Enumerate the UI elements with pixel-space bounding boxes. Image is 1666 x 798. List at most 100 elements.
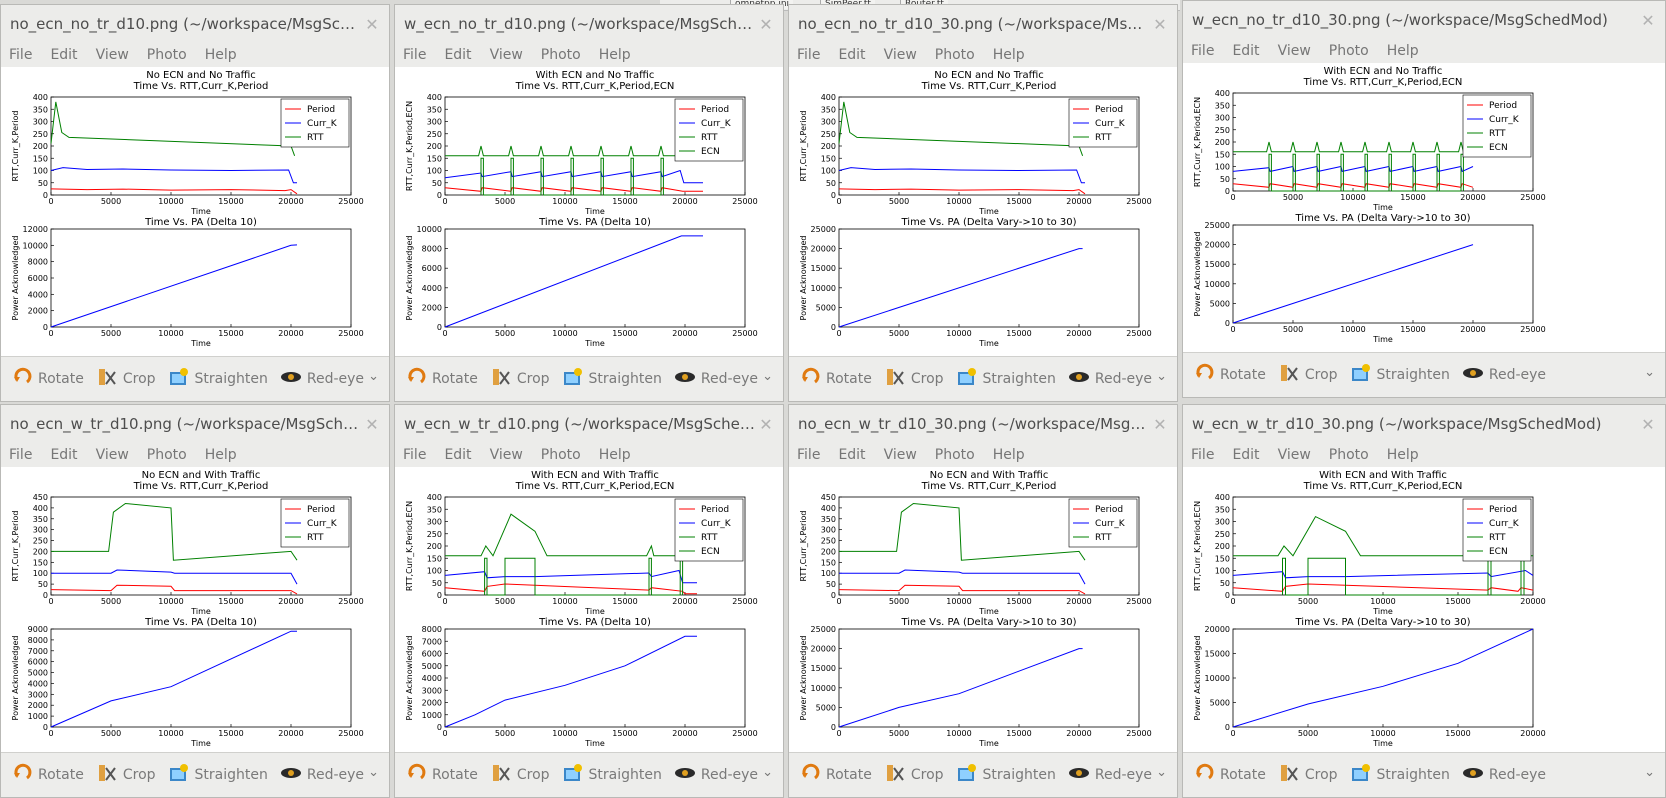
- rotate-button[interactable]: Rotate: [405, 762, 478, 788]
- close-icon[interactable]: ✕: [759, 14, 773, 34]
- menu-file[interactable]: File: [1191, 447, 1215, 463]
- straighten-button[interactable]: Straighten: [956, 762, 1056, 788]
- menu-help[interactable]: Help: [598, 47, 631, 63]
- window-titlebar[interactable]: w_ecn_no_tr_d10.png (~/workspace/MsgSche…: [395, 5, 783, 43]
- red-eye-button[interactable]: Red-eye: [1462, 762, 1546, 788]
- rotate-button[interactable]: Rotate: [1193, 762, 1266, 788]
- straighten-button[interactable]: Straighten: [956, 366, 1056, 392]
- menu-photo[interactable]: Photo: [934, 447, 975, 463]
- crop-button[interactable]: Crop: [1278, 362, 1338, 388]
- menu-file[interactable]: File: [403, 447, 427, 463]
- image-viewer-window[interactable]: w_ecn_w_tr_d10_30.png (~/workspace/MsgSc…: [1182, 404, 1666, 798]
- window-titlebar[interactable]: w_ecn_w_tr_d10_30.png (~/workspace/MsgSc…: [1183, 405, 1665, 443]
- red-eye-button[interactable]: Red-eye: [280, 762, 364, 788]
- red-eye-button[interactable]: Red-eye: [674, 366, 758, 392]
- close-icon[interactable]: ✕: [1641, 414, 1655, 434]
- menu-photo[interactable]: Photo: [934, 47, 975, 63]
- chevron-down-icon[interactable]: ⌄: [368, 765, 379, 780]
- menu-help[interactable]: Help: [992, 47, 1025, 63]
- menu-view[interactable]: View: [883, 447, 917, 463]
- rotate-button[interactable]: Rotate: [799, 762, 872, 788]
- menu-help[interactable]: Help: [204, 447, 237, 463]
- menu-edit[interactable]: Edit: [50, 47, 78, 63]
- red-eye-button[interactable]: Red-eye: [280, 366, 364, 392]
- image-viewer-window[interactable]: w_ecn_no_tr_d10.png (~/workspace/MsgSche…: [394, 4, 784, 402]
- crop-button[interactable]: Crop: [1278, 762, 1338, 788]
- menu-view[interactable]: View: [883, 47, 917, 63]
- close-icon[interactable]: ✕: [759, 414, 773, 434]
- menu-view[interactable]: View: [95, 447, 129, 463]
- chevron-down-icon[interactable]: ⌄: [1644, 365, 1655, 380]
- menu-help[interactable]: Help: [992, 447, 1025, 463]
- menu-file[interactable]: File: [9, 47, 33, 63]
- straighten-button[interactable]: Straighten: [562, 762, 662, 788]
- menu-view[interactable]: View: [489, 447, 523, 463]
- menu-file[interactable]: File: [1191, 43, 1215, 59]
- straighten-button[interactable]: Straighten: [1350, 762, 1450, 788]
- red-eye-button[interactable]: Red-eye: [1462, 362, 1546, 388]
- window-titlebar[interactable]: w_ecn_w_tr_d10.png (~/workspace/MsgSched…: [395, 405, 783, 443]
- crop-button[interactable]: Crop: [96, 366, 156, 392]
- image-viewer-window[interactable]: no_ecn_no_tr_d10_30.png (~/workspace/Msg…: [788, 4, 1178, 402]
- close-icon[interactable]: ✕: [1153, 14, 1167, 34]
- rotate-button[interactable]: Rotate: [799, 366, 872, 392]
- window-titlebar[interactable]: w_ecn_no_tr_d10_30.png (~/workspace/MsgS…: [1183, 1, 1665, 39]
- rotate-button[interactable]: Rotate: [11, 762, 84, 788]
- menu-view[interactable]: View: [95, 47, 129, 63]
- window-titlebar[interactable]: no_ecn_w_tr_d10_30.png (~/workspace/MsgS…: [789, 405, 1177, 443]
- straighten-button[interactable]: Straighten: [168, 366, 268, 392]
- crop-button[interactable]: Crop: [884, 366, 944, 392]
- menu-view[interactable]: View: [1277, 43, 1311, 59]
- menu-photo[interactable]: Photo: [1328, 43, 1369, 59]
- menu-edit[interactable]: Edit: [838, 47, 866, 63]
- menu-help[interactable]: Help: [204, 47, 237, 63]
- menu-photo[interactable]: Photo: [540, 47, 581, 63]
- straighten-button[interactable]: Straighten: [562, 366, 662, 392]
- menu-help[interactable]: Help: [1386, 447, 1419, 463]
- chevron-down-icon[interactable]: ⌄: [1644, 765, 1655, 780]
- window-titlebar[interactable]: no_ecn_no_tr_d10.png (~/workspace/MsgSch…: [1, 5, 389, 43]
- red-eye-button[interactable]: Red-eye: [1068, 762, 1152, 788]
- red-eye-button[interactable]: Red-eye: [674, 762, 758, 788]
- crop-button[interactable]: Crop: [490, 366, 550, 392]
- menu-file[interactable]: File: [9, 447, 33, 463]
- menu-file[interactable]: File: [797, 447, 821, 463]
- red-eye-button[interactable]: Red-eye: [1068, 366, 1152, 392]
- image-viewer-window[interactable]: no_ecn_w_tr_d10.png (~/workspace/MsgSche…: [0, 404, 390, 798]
- menu-photo[interactable]: Photo: [146, 447, 187, 463]
- rotate-button[interactable]: Rotate: [1193, 362, 1266, 388]
- menu-photo[interactable]: Photo: [146, 47, 187, 63]
- chevron-down-icon[interactable]: ⌄: [762, 765, 773, 780]
- menu-photo[interactable]: Photo: [540, 447, 581, 463]
- menu-edit[interactable]: Edit: [838, 447, 866, 463]
- image-viewer-window[interactable]: no_ecn_w_tr_d10_30.png (~/workspace/MsgS…: [788, 404, 1178, 798]
- window-titlebar[interactable]: no_ecn_w_tr_d10.png (~/workspace/MsgSche…: [1, 405, 389, 443]
- menu-file[interactable]: File: [403, 47, 427, 63]
- straighten-button[interactable]: Straighten: [1350, 362, 1450, 388]
- menu-edit[interactable]: Edit: [444, 447, 472, 463]
- chevron-down-icon[interactable]: ⌄: [1156, 765, 1167, 780]
- crop-button[interactable]: Crop: [96, 762, 156, 788]
- close-icon[interactable]: ✕: [1641, 10, 1655, 30]
- close-icon[interactable]: ✕: [1153, 414, 1167, 434]
- menu-edit[interactable]: Edit: [50, 447, 78, 463]
- image-viewer-window[interactable]: no_ecn_no_tr_d10.png (~/workspace/MsgSch…: [0, 4, 390, 402]
- chevron-down-icon[interactable]: ⌄: [368, 369, 379, 384]
- menu-help[interactable]: Help: [1386, 43, 1419, 59]
- menu-edit[interactable]: Edit: [1232, 43, 1260, 59]
- close-icon[interactable]: ✕: [365, 414, 379, 434]
- chevron-down-icon[interactable]: ⌄: [1156, 369, 1167, 384]
- close-icon[interactable]: ✕: [365, 14, 379, 34]
- straighten-button[interactable]: Straighten: [168, 762, 268, 788]
- menu-help[interactable]: Help: [598, 447, 631, 463]
- crop-button[interactable]: Crop: [884, 762, 944, 788]
- chevron-down-icon[interactable]: ⌄: [762, 369, 773, 384]
- window-titlebar[interactable]: no_ecn_no_tr_d10_30.png (~/workspace/Msg…: [789, 5, 1177, 43]
- rotate-button[interactable]: Rotate: [405, 366, 478, 392]
- menu-view[interactable]: View: [489, 47, 523, 63]
- menu-edit[interactable]: Edit: [1232, 447, 1260, 463]
- image-viewer-window[interactable]: w_ecn_no_tr_d10_30.png (~/workspace/MsgS…: [1182, 0, 1666, 398]
- menu-view[interactable]: View: [1277, 447, 1311, 463]
- rotate-button[interactable]: Rotate: [11, 366, 84, 392]
- menu-file[interactable]: File: [797, 47, 821, 63]
